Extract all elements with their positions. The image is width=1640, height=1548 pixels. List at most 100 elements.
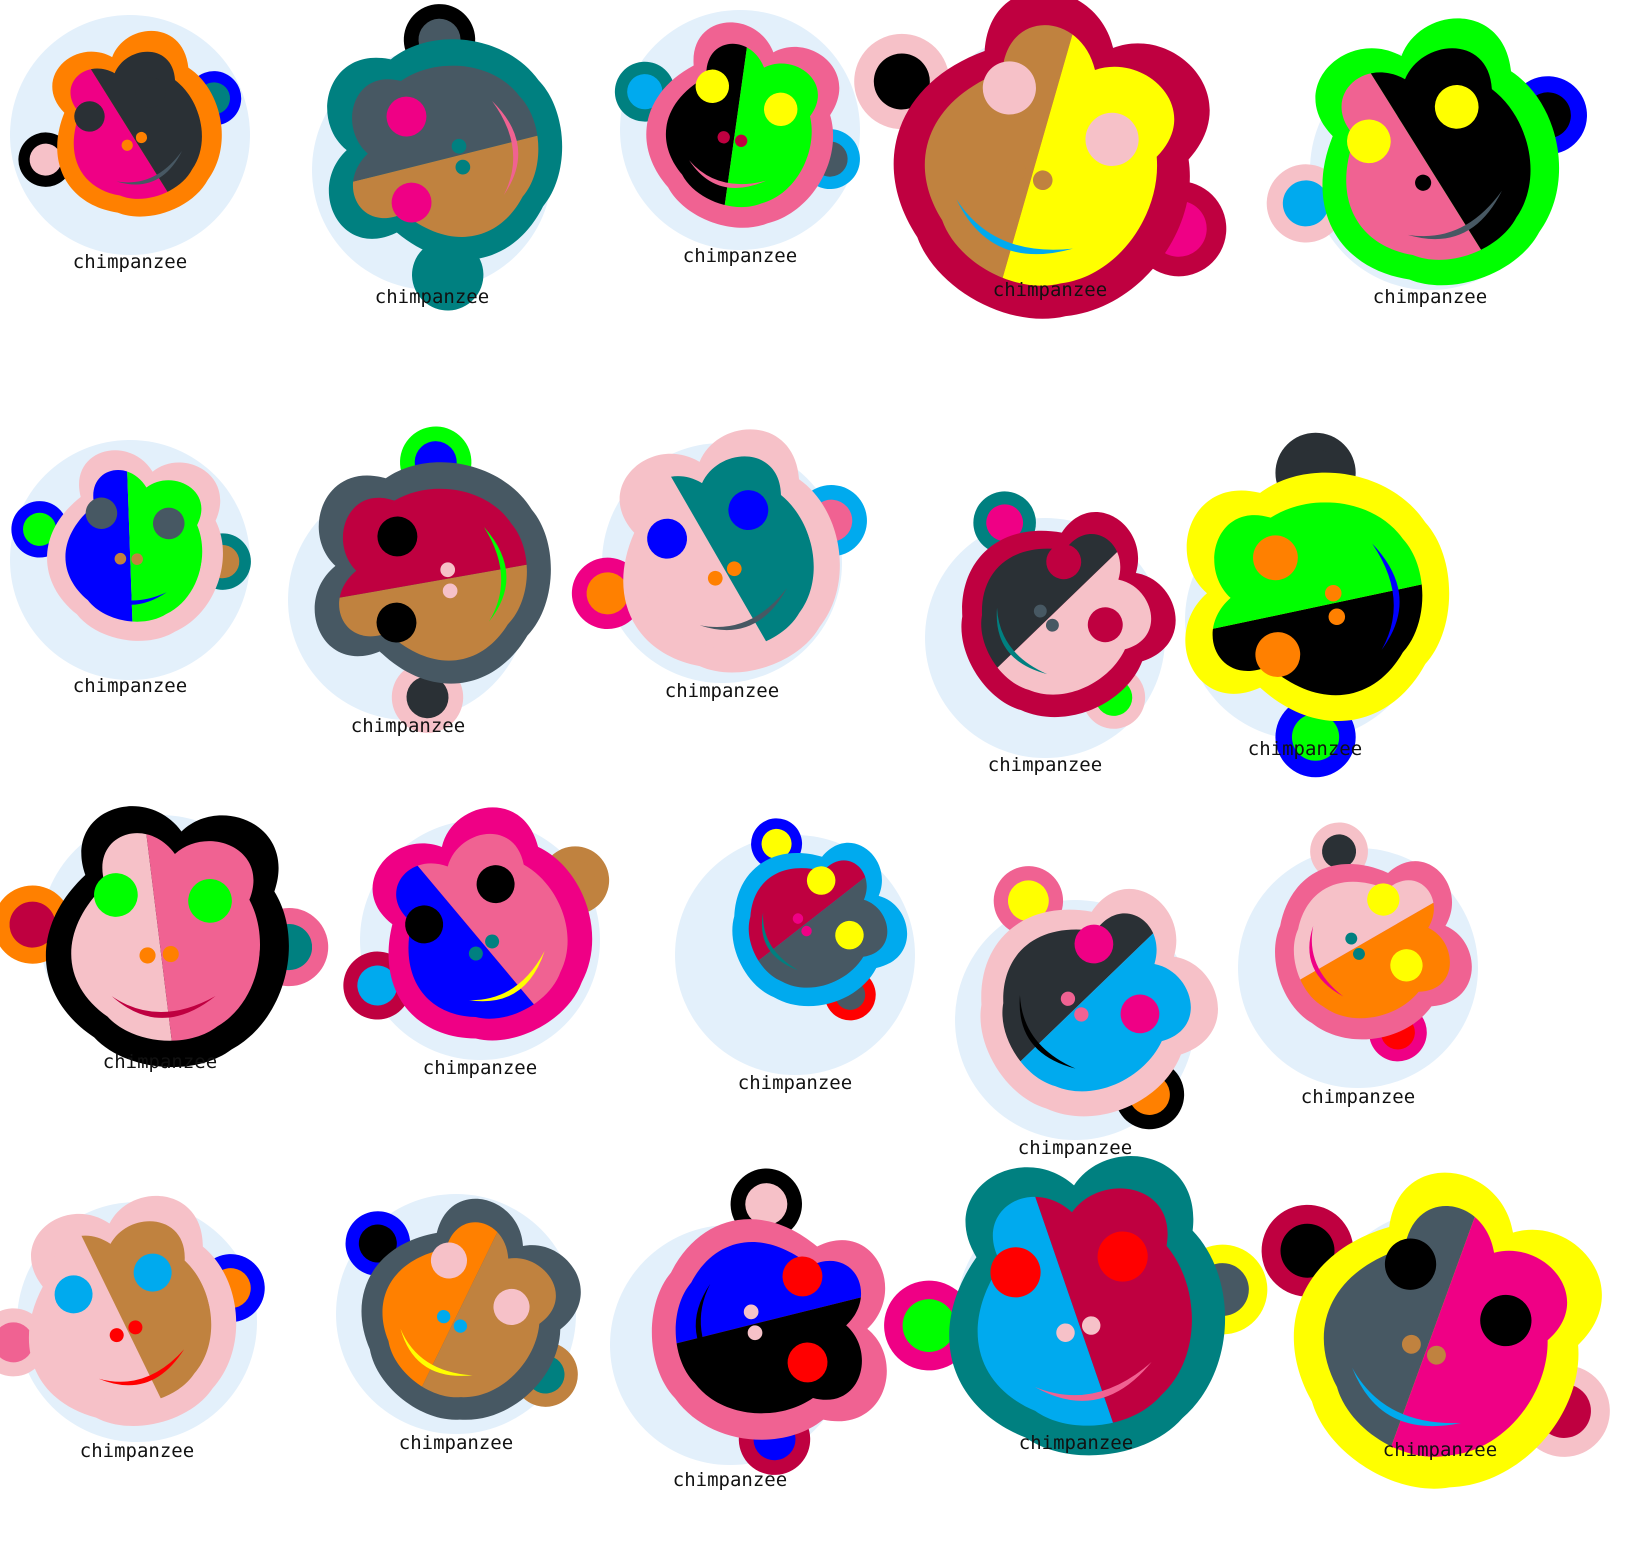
face-left-half [672, 1238, 866, 1358]
nostril-right [131, 553, 143, 565]
chimpanzee-figure: chimpanzee [1266, 18, 1587, 308]
eye-left [647, 518, 688, 559]
face-halves [337, 485, 530, 664]
nostril-right [451, 138, 467, 154]
mouth [111, 996, 216, 1018]
chimpanzee-icon [969, 866, 1218, 1130]
nostril-right [726, 561, 742, 577]
ear-left-inner [627, 74, 663, 110]
nostril-left [707, 570, 723, 586]
chimpanzee-figure: chimpanzee [0, 806, 329, 1073]
nostril-right [1045, 618, 1059, 632]
chimpanzee-figure: chimpanzee [571, 429, 867, 702]
figure-label: chimpanzee [375, 286, 489, 308]
figure-label: chimpanzee [1248, 738, 1362, 760]
face-halves [646, 30, 836, 227]
chimpanzee-icon [314, 426, 551, 733]
nostril-left [442, 583, 458, 599]
eye-left [376, 602, 417, 643]
chimpanzee-icon [0, 1195, 265, 1426]
mouth [92, 585, 167, 605]
face-left-half [348, 121, 542, 241]
ear-left-inner [586, 572, 629, 615]
face-left-half [367, 832, 570, 1049]
eye-right [386, 96, 427, 137]
face-halves [614, 441, 836, 673]
eye-left [990, 1247, 1041, 1298]
mouth [98, 1349, 185, 1386]
eye-right [728, 490, 769, 531]
chimpanzee-figure: chimpanzee [1185, 432, 1450, 778]
figure-label: chimpanzee [73, 675, 187, 697]
chimpanzee-icon [343, 807, 610, 1049]
chimpanzee-icon [11, 450, 251, 641]
face-left-half [646, 30, 753, 227]
chimpanzee-figure: chimpanzee [1238, 822, 1478, 1108]
eye-left [1347, 119, 1391, 164]
face-halves [351, 1198, 578, 1428]
chimpanzee-figure: chimpanzee [343, 807, 610, 1079]
eye-left [782, 1256, 823, 1297]
face-left-half [951, 507, 1146, 704]
nostril-left [455, 159, 471, 175]
eye-left [982, 61, 1036, 115]
eye-left [1074, 924, 1114, 964]
face-left-half [969, 884, 1185, 1102]
chimpanzee-figure: chimpanzee [925, 491, 1176, 776]
figure-label: chimpanzee [1301, 1086, 1415, 1108]
nostril-left [743, 1304, 759, 1320]
nostril-right [801, 925, 812, 937]
ear-left-inner [406, 676, 449, 719]
mouth [956, 199, 1073, 255]
chimpanzee-figure: chimpanzee [1261, 1172, 1610, 1497]
chimpanzee-figure: chimpanzee [10, 440, 251, 697]
ear-left-inner [986, 504, 1024, 542]
mouth [1372, 543, 1400, 650]
face-left-half [614, 441, 796, 673]
chimpanzee-icon [884, 1156, 1268, 1456]
mouth [400, 1328, 473, 1376]
nostril-left [1056, 1323, 1075, 1342]
face-left-half [337, 554, 530, 664]
eye-left [391, 182, 432, 223]
face-left-half [1212, 570, 1423, 696]
ear-left-inner [358, 1224, 397, 1263]
figure-label: chimpanzee [73, 251, 187, 273]
figure-label: chimpanzee [993, 279, 1107, 301]
eye-right [1390, 949, 1423, 982]
ear-left-inner [745, 1183, 788, 1226]
chimpanzee-icon [0, 806, 329, 1067]
eye-left [85, 497, 118, 530]
nostril-left [437, 1309, 451, 1324]
chimpanzee-icon [1275, 822, 1472, 1062]
ear-left-inner [23, 512, 57, 546]
eye-right [377, 516, 418, 557]
nostril-right [128, 1320, 143, 1335]
face-left-half [26, 1209, 186, 1422]
nostril-left [1328, 608, 1346, 626]
figure-label: chimpanzee [399, 1432, 513, 1454]
eye-right [763, 92, 798, 127]
chimpanzee-figure: chimpanzee [288, 426, 551, 737]
eye-right [133, 1253, 172, 1292]
chimpanzee-figure: chimpanzee [675, 818, 915, 1094]
ear-left-inner [29, 143, 62, 176]
chimpanzee-icon [951, 491, 1176, 729]
eye-left [405, 905, 444, 944]
ear-left-inner [902, 1299, 956, 1352]
ear-left-inner [1291, 713, 1340, 761]
eye-right [1085, 112, 1139, 166]
chimpanzee-icon [727, 818, 908, 1021]
eye-left [1046, 544, 1082, 580]
eye-right [1480, 1294, 1532, 1347]
eye-right [188, 879, 232, 923]
eye-right [787, 1342, 828, 1383]
eye-right [1120, 994, 1160, 1034]
chimpanzee-icon [1266, 18, 1587, 288]
eye-left [74, 101, 105, 132]
face-right-half [125, 463, 215, 632]
chimpanzee-icon [571, 429, 867, 673]
eye-right [1087, 607, 1123, 643]
chimpanzee-icon [327, 4, 563, 311]
